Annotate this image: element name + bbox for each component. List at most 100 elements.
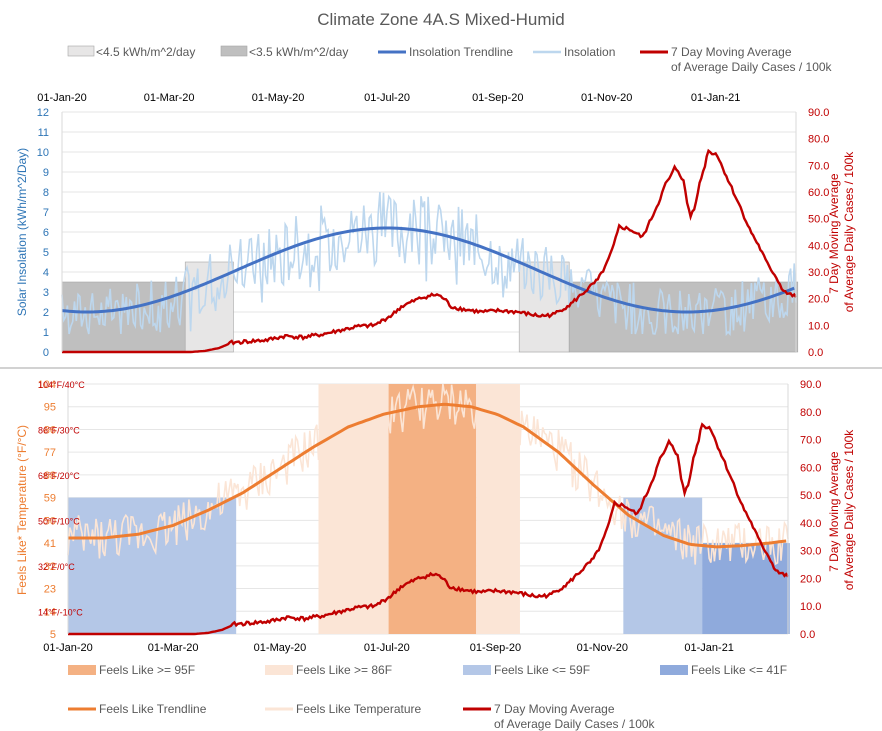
top-left-tick-label: 7	[43, 207, 49, 219]
top-right-tick-label: 20.0	[808, 294, 829, 306]
bottom-legend-swatch	[265, 665, 293, 675]
top-x-tick-label: 01-Jan-21	[691, 92, 741, 104]
bottom-legend-swatch	[660, 665, 688, 675]
bottom-celsius-label: 104°F/40°C	[38, 380, 85, 390]
top-x-tick-label: 01-Jul-20	[364, 92, 410, 104]
bottom-shaded-periods	[68, 384, 790, 634]
top-left-tick-label: 8	[43, 187, 49, 199]
bottom-legend-swatch	[463, 665, 491, 675]
top-cases-line	[62, 148, 797, 354]
top-shaded-periods	[61, 261, 799, 353]
bottom-legend-swatch	[68, 665, 96, 675]
bottom-legend-label: of Average Daily Cases / 100k	[494, 717, 656, 731]
top-right-tick-label: 50.0	[808, 214, 829, 226]
top-legend-swatch	[67, 45, 95, 57]
top-left-tick-label: 12	[37, 107, 49, 119]
bottom-celsius-label: 86°F/30°C	[38, 425, 80, 435]
bottom-right-tick-label: 80.0	[800, 407, 821, 419]
top-legend: <4.5 kWh/m^2/day <3.5 kWh/m^2/day Insolati…	[67, 45, 833, 74]
top-left-tick-label: 6	[43, 227, 49, 239]
bottom-left-tick-label: 59	[44, 493, 56, 505]
bottom-left-tick-label: 41	[44, 538, 56, 550]
bottom-shaded-period	[318, 384, 389, 634]
bottom-celsius-label: 50°F/10°C	[38, 516, 80, 526]
top-left-axis-label: Solar Insolation (kWh/m^2/Day)	[15, 148, 29, 316]
top-x-tick-label: 01-Sep-20	[472, 92, 523, 104]
top-legend-label: <3.5 kWh/m^2/day	[249, 45, 348, 59]
top-right-tick-label: 80.0	[808, 134, 829, 146]
bottom-right-tick-label: 70.0	[800, 435, 821, 447]
top-right-tick-label: 70.0	[808, 160, 829, 172]
bottom-left-tick-label: 95	[44, 402, 56, 414]
top-legend-label: Insolation Trendline	[409, 45, 513, 59]
bottom-right-axis-ticks: 0.0 10.0 20.0 30.0 40.0 50.0 60.0 70.0 80.0 90.0	[800, 379, 821, 641]
top-legend-label: <4.5 kWh/m^2/day	[96, 45, 195, 59]
bottom-left-tick-label: 86	[44, 424, 56, 436]
top-legend-label: of Average Daily Cases / 100k	[671, 60, 833, 74]
bottom-right-tick-label: 50.0	[800, 490, 821, 502]
chart-title: Climate Zone 4A.S Mixed-Humid	[317, 10, 565, 29]
top-right-tick-label: 40.0	[808, 240, 829, 252]
bottom-x-tick-label: 01-Jan-20	[43, 642, 93, 654]
bottom-left-tick-label: 104	[38, 379, 56, 391]
top-legend-swatch	[220, 45, 248, 57]
top-left-tick-label: 9	[43, 167, 49, 179]
top-right-axis-ticks: 0.0 10.0 20.0 30.0 40.0 50.0 60.0 70.0 80.0 90.0	[808, 107, 829, 359]
bottom-left-tick-label: 23	[44, 584, 56, 596]
top-shaded-period	[184, 261, 234, 353]
bottom-right-axis-label-line1: 7 Day Moving Average	[827, 451, 841, 572]
bottom-x-axis-ticks: 01-Jan-20 01-Mar-20 01-May-20 01-Jul-20 01-S…	[43, 642, 734, 654]
bottom-legend: Feels Like >= 95F Feels Like >= 86F Feels …	[68, 663, 787, 731]
bottom-x-tick-label: 01-Nov-20	[577, 642, 628, 654]
bottom-right-tick-label: 30.0	[800, 546, 821, 558]
bottom-x-tick-label: 01-Jan-21	[684, 642, 734, 654]
top-x-tick-label: 01-Mar-20	[144, 92, 195, 104]
bottom-celsius-labels: 14°F/-10°C 32°F/0°C 50°F/10°C 68°F/20°C 86°F…	[38, 380, 85, 617]
bottom-legend-label: Feels Like Temperature	[296, 702, 422, 716]
top-right-tick-label: 0.0	[808, 347, 823, 359]
top-right-tick-label: 60.0	[808, 187, 829, 199]
bottom-left-tick-label: 50	[44, 515, 56, 527]
feels-like-chart: 5 14 23 32 41 50 59 68 77 86 95 104 14°F/-10°C 32°F/…	[15, 379, 856, 731]
bottom-celsius-label: 14°F/-10°C	[38, 607, 83, 617]
bottom-right-tick-label: 90.0	[800, 379, 821, 391]
bottom-left-tick-label: 14	[44, 606, 56, 618]
bottom-right-tick-label: 20.0	[800, 573, 821, 585]
insolation-trendline	[61, 226, 795, 314]
bottom-right-tick-label: 60.0	[800, 462, 821, 474]
bottom-right-tick-label: 0.0	[800, 629, 815, 641]
top-shaded-period	[568, 281, 799, 353]
bottom-right-axis-label-line2: of Average Daily Cases / 100k	[842, 429, 856, 591]
top-x-axis-ticks: 01-Jan-20 01-Mar-20 01-May-20 01-Jul-20 01-S…	[37, 92, 740, 104]
top-left-tick-label: 5	[43, 247, 49, 259]
top-right-tick-label: 10.0	[808, 320, 829, 332]
top-left-tick-label: 4	[43, 267, 49, 279]
top-right-tick-label: 30.0	[808, 267, 829, 279]
bottom-left-axis-label: Feels Like* Temperature (°F/°C)	[15, 425, 29, 595]
top-x-tick-label: 01-May-20	[252, 92, 305, 104]
top-left-tick-label: 10	[37, 147, 49, 159]
top-legend-label: Insolation	[564, 45, 615, 59]
bottom-shaded-period	[68, 497, 237, 634]
bottom-right-tick-label: 10.0	[800, 601, 821, 613]
top-left-tick-label: 11	[38, 127, 49, 139]
top-legend-label: 7 Day Moving Average	[671, 45, 792, 59]
top-right-axis-label: 7 Day Moving Average of Average Daily Ca…	[827, 151, 856, 313]
bottom-right-axis-label: 7 Day Moving Average of Average Daily Ca…	[827, 429, 856, 591]
bottom-legend-label: Feels Like Trendline	[99, 702, 207, 716]
bottom-legend-label: Feels Like >= 86F	[296, 663, 392, 677]
bottom-left-tick-label: 32	[44, 561, 56, 573]
top-left-tick-label: 2	[43, 307, 49, 319]
top-right-tick-label: 90.0	[808, 107, 829, 119]
bottom-legend-label: Feels Like >= 95F	[99, 663, 195, 677]
top-left-tick-label: 3	[43, 287, 49, 299]
bottom-x-tick-label: 01-Jul-20	[364, 642, 410, 654]
bottom-legend-label: Feels Like <= 41F	[691, 663, 787, 677]
bottom-right-tick-label: 40.0	[800, 518, 821, 530]
bottom-legend-label: Feels Like <= 59F	[494, 663, 590, 677]
top-right-axis-label-line2: of Average Daily Cases / 100k	[842, 151, 856, 313]
bottom-x-tick-label: 01-Mar-20	[148, 642, 199, 654]
